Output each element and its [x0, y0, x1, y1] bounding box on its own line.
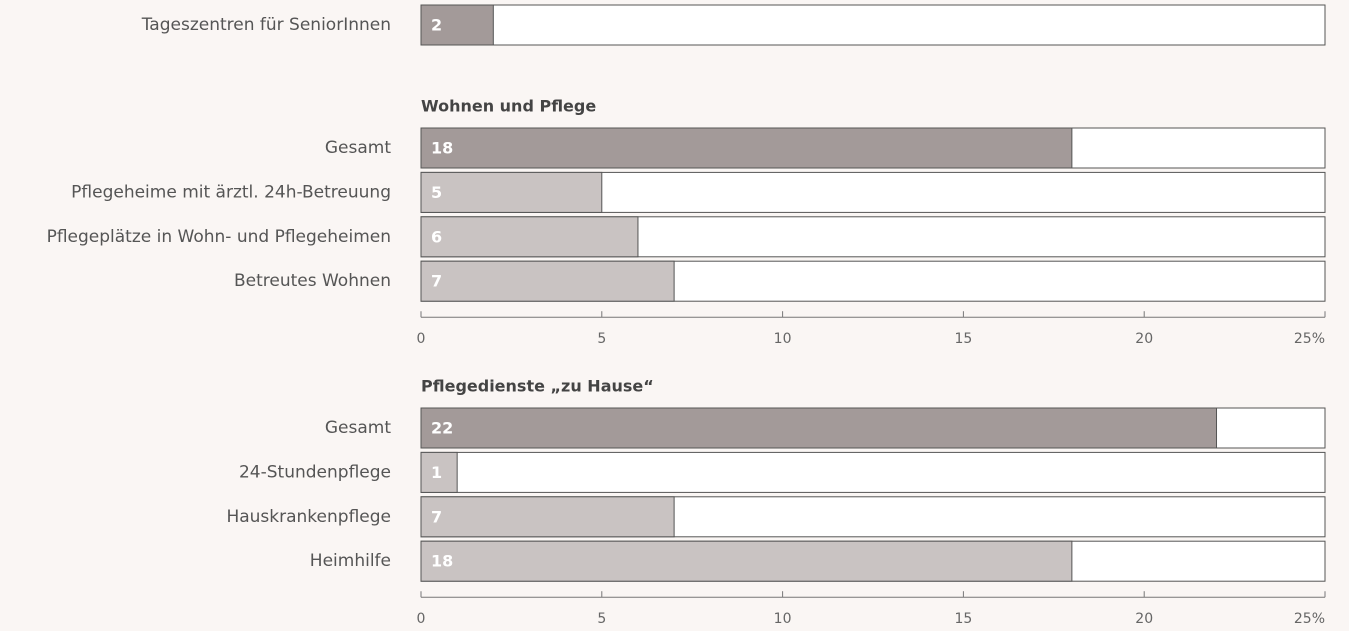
x-tick-label: 10: [774, 611, 792, 627]
x-tick-label: 15: [954, 331, 972, 347]
x-tick-label: 5: [597, 611, 606, 627]
value-label: 18: [431, 139, 453, 158]
x-tick-label: 5: [597, 331, 606, 347]
bar: [420, 260, 675, 302]
x-tick-label: 0: [417, 611, 426, 627]
bar: [420, 171, 603, 213]
category-label: 24-Stundenpflege: [239, 462, 391, 482]
value-label: 7: [431, 507, 442, 526]
value-label: 22: [431, 419, 453, 438]
bar: [420, 127, 1073, 169]
category-label: Pflegeheime mit ärztl. 24h-Betreuung: [71, 182, 391, 202]
bar: [420, 4, 494, 46]
value-label: 5: [431, 183, 442, 202]
value-label: 6: [431, 227, 442, 246]
category-label: Tageszentren für SeniorInnen: [141, 15, 391, 35]
x-tick-label: 20: [1135, 611, 1153, 627]
bar-track: [420, 451, 1326, 493]
x-tick-label: 10: [774, 331, 792, 347]
x-tick-label: 15: [954, 611, 972, 627]
bar: [420, 216, 639, 258]
bar: [420, 540, 1073, 582]
x-tick-label: 25%: [1294, 331, 1325, 347]
category-label: Heimhilfe: [310, 551, 391, 571]
x-tick-label: 20: [1135, 331, 1153, 347]
x-tick-label: 25%: [1294, 611, 1325, 627]
chart-title: Pflegedienste „zu Hause“: [421, 377, 654, 396]
category-label: Hauskrankenpflege: [226, 507, 391, 527]
bar: [420, 407, 1218, 449]
value-label: 7: [431, 272, 442, 291]
chart-title: Wohnen und Pflege: [421, 97, 596, 116]
category-label: Pflegeplätze in Wohn- und Pflegeheimen: [47, 227, 391, 247]
category-label: Gesamt: [325, 418, 391, 438]
value-label: 1: [431, 463, 442, 482]
value-label: 18: [431, 552, 453, 571]
x-tick-label: 0: [417, 331, 426, 347]
value-label: 2: [431, 16, 442, 35]
category-label: Betreutes Wohnen: [234, 271, 391, 291]
bar: [420, 451, 458, 493]
bar-track: [420, 4, 1326, 46]
bar: [420, 496, 675, 538]
category-label: Gesamt: [325, 138, 391, 158]
